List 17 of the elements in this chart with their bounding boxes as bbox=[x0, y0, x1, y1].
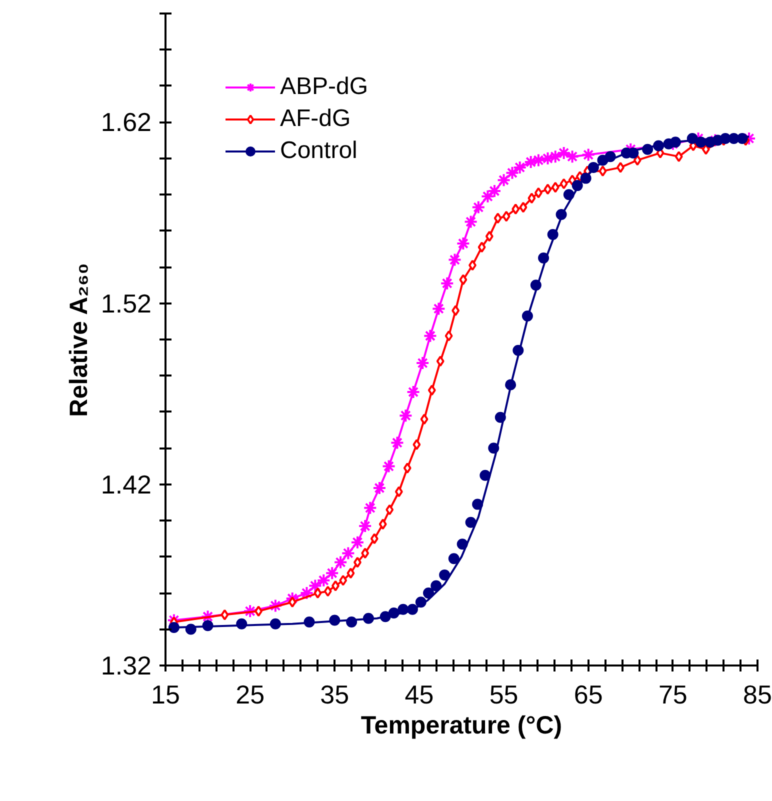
x-tick-label: 25 bbox=[236, 680, 265, 710]
x-tick-label: 35 bbox=[320, 680, 350, 710]
x-axis-title: Temperature (°C) bbox=[360, 712, 562, 740]
x-tick-label: 65 bbox=[574, 680, 603, 710]
x-tick-label: 45 bbox=[404, 680, 434, 710]
x-tick-label: 85 bbox=[743, 680, 772, 710]
y-tick-label: 1.62 bbox=[100, 107, 152, 138]
y-tick-label: 1.42 bbox=[100, 469, 152, 500]
y-tick-label: 1.32 bbox=[100, 650, 152, 680]
y-tick-label: 1.52 bbox=[100, 288, 152, 318]
x-tick-label: 75 bbox=[658, 680, 688, 710]
x-tick-label: 15 bbox=[151, 680, 180, 710]
y-axis-title: Relative A₂₆₀ bbox=[64, 263, 93, 417]
legend-label: ABP-dG bbox=[280, 73, 368, 101]
legend-label: Control bbox=[280, 137, 358, 165]
x-tick-label: 55 bbox=[489, 680, 518, 710]
legend-label: AF-dG bbox=[280, 105, 351, 133]
